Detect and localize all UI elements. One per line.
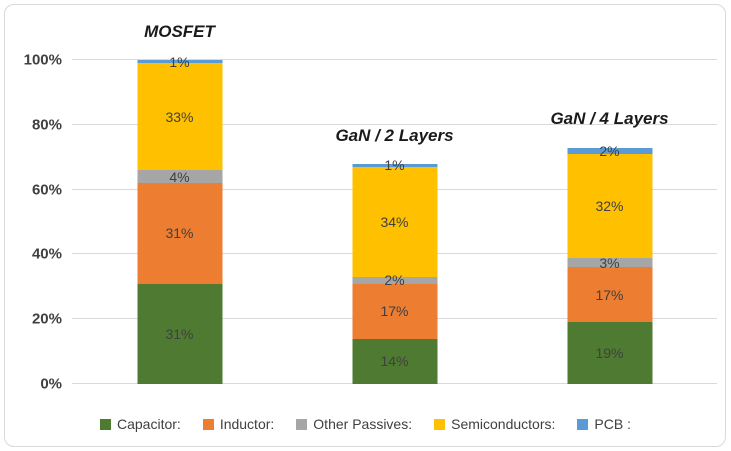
bar-segment: 31%	[137, 183, 222, 284]
legend-swatch-icon	[202, 418, 214, 430]
y-axis-tick-label: 40%	[31, 245, 62, 263]
legend-item: Semiconductors:	[434, 417, 555, 431]
bar-segment: 14%	[352, 338, 437, 384]
segment-data-label: 34%	[380, 214, 409, 231]
legend-item: Capacitor:	[100, 417, 181, 431]
y-axis-tick-label: 80%	[31, 116, 62, 134]
stacked-bar: 19% 17% 3% 32% 2%	[567, 60, 652, 384]
y-axis: 0% 20% 40% 60% 80% 100%	[0, 53, 62, 392]
segment-data-label: 19%	[595, 345, 624, 362]
gridline	[72, 123, 717, 125]
bar-slot: 19% 17% 3% 32% 2% GaN / 4 Layers	[502, 60, 717, 384]
legend-label: Other Passives:	[313, 416, 413, 432]
bar-slot: 14% 17% 2% 34% 1% GaN / 2 Layers	[287, 60, 502, 384]
legend-item: PCB :	[577, 417, 631, 431]
y-axis-tick-label: 20%	[31, 310, 62, 328]
y-axis-tick-label: 0%	[40, 375, 62, 393]
bar-segment: 17%	[567, 267, 652, 323]
segment-data-label: 32%	[595, 197, 624, 214]
legend-label: PCB :	[594, 416, 631, 432]
segment-data-label: 17%	[380, 303, 409, 320]
legend-item: Other Passives:	[296, 417, 412, 431]
segment-data-label: 4%	[169, 168, 190, 185]
bar-segment: 3%	[567, 254, 652, 271]
stacked-bar: 31% 31% 4% 33% 1%	[137, 55, 222, 384]
bar-segment: 33%	[137, 63, 222, 171]
segment-data-label: 1%	[169, 53, 190, 70]
legend-swatch-icon	[296, 418, 308, 430]
legend-item: Inductor:	[202, 416, 275, 432]
y-axis-tick-label: 100%	[23, 51, 62, 69]
stacked-bar: 14% 17% 2% 34% 1%	[352, 60, 437, 384]
segment-data-label: 2%	[599, 142, 620, 159]
segment-data-label: 31%	[165, 325, 194, 342]
bar-slot: 31% 31% 4% 33% 1% MOSFET	[72, 23, 287, 384]
segment-data-label: 31%	[165, 225, 194, 242]
plot-area: 31% 31% 4% 33% 1% MOSFET 14% 17% 2% 34% 1% GaN / 2 …	[72, 23, 717, 384]
bar-segment: 1%	[352, 158, 437, 172]
legend: Capacitor: Inductor: Other Passives: Semico…	[0, 417, 731, 431]
legend-swatch-icon	[434, 418, 446, 430]
bar-segment: 17%	[352, 283, 437, 339]
bar-segment: 4%	[137, 168, 222, 185]
segment-data-label: 14%	[380, 353, 409, 370]
bar-segment: 19%	[567, 322, 652, 384]
gridline	[72, 59, 717, 60]
bar-segment: 2%	[352, 273, 437, 287]
segment-data-label: 17%	[595, 286, 624, 303]
bar-segment: 34%	[352, 166, 437, 278]
legend-swatch-icon	[100, 418, 111, 430]
bar-segment: 31%	[137, 283, 222, 384]
bar-segment: 1%	[137, 55, 222, 69]
category-title: MOSFET	[144, 22, 215, 41]
legend-label: Semiconductors:	[451, 416, 556, 432]
bar-segment: 2%	[567, 144, 652, 158]
legend-label: Capacitor:	[117, 416, 181, 432]
legend-label: Inductor:	[219, 416, 275, 432]
y-axis-tick-label: 60%	[31, 181, 62, 199]
segment-data-label: 2%	[384, 272, 405, 289]
category-title: GaN / 4 Layers	[550, 109, 669, 129]
segment-data-label: 3%	[599, 254, 620, 271]
bar-segment: 32%	[567, 153, 652, 258]
legend-swatch-icon	[577, 418, 589, 430]
segment-data-label: 1%	[384, 157, 405, 174]
category-title: GaN / 2 Layers	[335, 125, 454, 145]
segment-data-label: 33%	[165, 108, 194, 125]
